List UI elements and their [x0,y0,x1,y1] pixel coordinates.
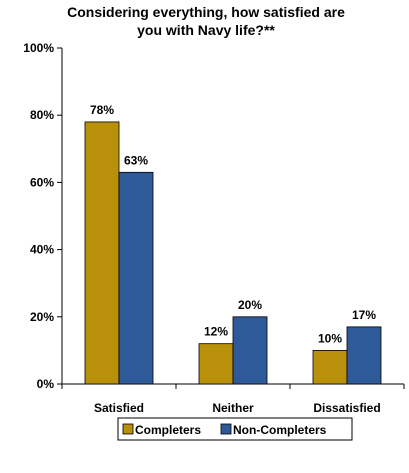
y-tick-label: 80% [30,108,54,122]
bars [84,121,382,385]
data-label: 20% [238,298,262,312]
bar-completers-dissatisfied [312,349,348,385]
data-label: 63% [124,153,148,167]
y-tick-label: 100% [23,41,54,55]
chart-title-line-1: Considering everything, how satisfied ar… [67,4,345,20]
legend-label-completers: Completers [135,423,201,437]
category-label: Satisfied [94,401,144,415]
legend-box [117,417,353,441]
bar-completers-satisfied [84,121,120,385]
category-label: Dissatisfied [313,401,380,415]
y-axis-ticks: 0% 20% 40% 60% 80% 100% [23,41,62,391]
legend-label-non-completers: Non-Completers [233,423,327,437]
legend: Completers Non-Completers [117,417,353,441]
legend-swatch-non-completers [220,423,232,435]
data-label: 17% [352,308,376,322]
y-tick-label: 20% [30,310,54,324]
data-label: 10% [318,331,342,345]
bar-completers-neither [198,343,234,385]
legend-swatch-completers [122,423,134,435]
bar-non-completers-satisfied [118,171,154,385]
chart-title-line-2: you with Navy life?** [137,22,275,38]
y-tick-label: 60% [30,175,54,189]
data-label: 12% [204,325,228,339]
bar-non-completers-neither [232,316,268,385]
category-label: Neither [212,401,254,415]
y-tick-label: 40% [30,243,54,257]
data-labels: 78% 63% 12% 20% 10% 17% [90,103,376,345]
category-labels: Satisfied Neither Dissatisfied [94,401,381,415]
y-tick-label: 0% [37,377,55,391]
bar-non-completers-dissatisfied [346,326,382,385]
x-axis-ticks [61,384,405,389]
data-label: 78% [90,103,114,117]
